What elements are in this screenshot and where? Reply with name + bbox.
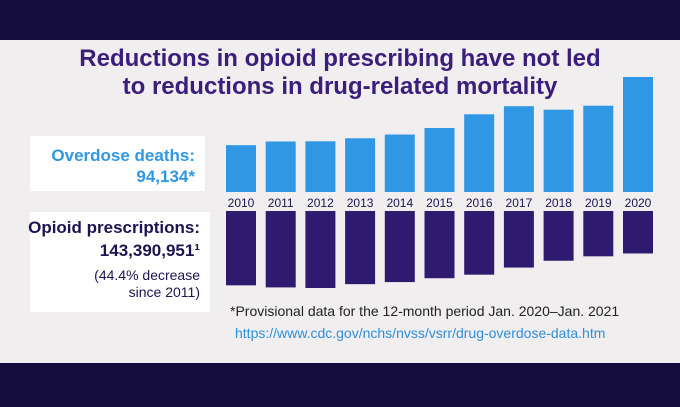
prescriptions-bar-2013	[345, 211, 376, 285]
deaths-bar-2010	[226, 145, 256, 192]
prescriptions-bar-2017	[503, 211, 534, 268]
year-label-2011: 2011	[268, 196, 294, 210]
prescriptions-bar-2011	[265, 211, 296, 288]
provisional-data-footnote: *Provisional data for the 12-month perio…	[230, 303, 620, 319]
prescriptions-bar-2012	[305, 211, 336, 288]
prescriptions-bar-2020	[623, 211, 653, 254]
infographic-panel: Reductions in opioid prescribing have no…	[0, 40, 680, 363]
prescriptions-bar-2010	[226, 211, 256, 286]
deaths-bar-2011	[265, 141, 296, 192]
prescriptions-decrease-note: (44.4% decrease since 2011)	[94, 267, 200, 301]
decrease-note-line-2: since 2011)	[128, 284, 200, 300]
title-line-2: to reductions in drug-related mortality	[122, 73, 558, 100]
year-label-2010: 2010	[228, 196, 255, 210]
prescriptions-bar-2018	[543, 211, 574, 261]
page-title: Reductions in opioid prescribing have no…	[0, 45, 680, 101]
prescriptions-bar-2015	[424, 211, 455, 279]
overdose-deaths-label: Overdose deaths:	[51, 146, 195, 165]
prescriptions-bar-2014	[384, 211, 415, 283]
overdose-deaths-box: Overdose deaths: 94,134*	[30, 136, 205, 191]
deaths-bar-2017	[503, 106, 534, 192]
year-label-2020: 2020	[625, 196, 652, 210]
deaths-bar-2020	[623, 77, 653, 192]
deaths-bar-2012	[305, 141, 336, 192]
opioid-prescriptions-label: Opioid prescriptions:	[28, 218, 200, 237]
year-label-2014: 2014	[386, 196, 413, 210]
year-label-2017: 2017	[506, 196, 533, 210]
deaths-bar-2015	[424, 127, 455, 192]
opioid-prescriptions-box: Opioid prescriptions: 143,390,951¹ (44.4…	[28, 212, 210, 312]
prescriptions-bar-2016	[464, 211, 495, 275]
cdc-source-link[interactable]: https://www.cdc.gov/nchs/nvss/vsrr/drug-…	[235, 325, 606, 341]
year-label-2012: 2012	[307, 196, 334, 210]
prescriptions-bar-2019	[583, 211, 614, 257]
bar-chart: 2010 2011 2012 2013 2014 2015 2016 2017 2018 2019…	[226, 77, 653, 288]
opioid-prescriptions-value: 143,390,951¹	[99, 241, 200, 260]
year-label-2016: 2016	[466, 196, 493, 210]
deaths-bar-2018	[543, 109, 574, 192]
overdose-deaths-value: 94,134*	[136, 167, 195, 186]
year-label-2019: 2019	[585, 196, 612, 210]
year-label-2013: 2013	[347, 196, 374, 210]
decrease-note-line-1: (44.4% decrease	[94, 267, 200, 283]
deaths-bar-2013	[345, 138, 376, 192]
year-label-2018: 2018	[545, 196, 572, 210]
deaths-bar-2019	[583, 105, 614, 192]
title-line-1: Reductions in opioid prescribing have no…	[79, 45, 601, 72]
deaths-bar-2014	[384, 134, 415, 192]
deaths-bar-2016	[464, 114, 495, 192]
year-label-2015: 2015	[426, 196, 453, 210]
